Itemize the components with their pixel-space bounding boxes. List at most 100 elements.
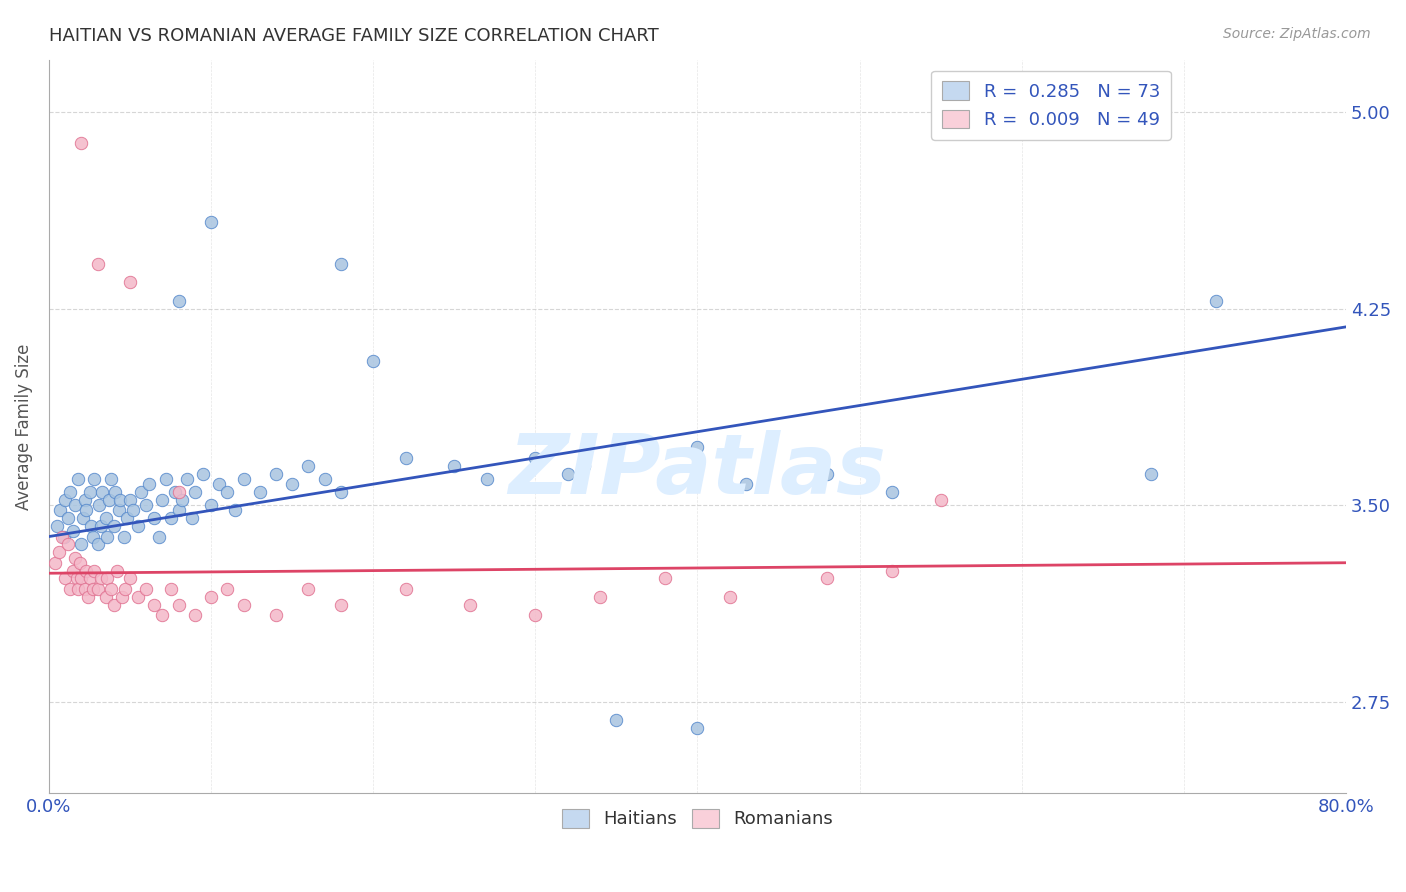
- Point: [524, 450, 547, 465]
- Point: [131, 485, 153, 500]
- Point: [59, 485, 82, 500]
- Point: [329, 485, 352, 500]
- Text: Source: ZipAtlas.com: Source: ZipAtlas.com: [1223, 27, 1371, 41]
- Point: [572, 458, 595, 473]
- Point: [138, 477, 160, 491]
- Point: [200, 215, 222, 229]
- Point: [73, 492, 96, 507]
- Point: [53, 572, 76, 586]
- Point: [83, 472, 105, 486]
- Point: [48, 545, 70, 559]
- Point: [97, 492, 120, 507]
- Y-axis label: Average Family Size: Average Family Size: [15, 343, 32, 509]
- Point: [929, 492, 952, 507]
- Point: [152, 608, 174, 623]
- Point: [67, 472, 90, 486]
- Point: [208, 477, 231, 491]
- Point: [167, 293, 190, 308]
- Point: [184, 485, 207, 500]
- Point: [159, 582, 181, 596]
- Point: [159, 511, 181, 525]
- Text: HAITIAN VS ROMANIAN AVERAGE FAMILY SIZE CORRELATION CHART: HAITIAN VS ROMANIAN AVERAGE FAMILY SIZE …: [49, 27, 659, 45]
- Point: [79, 572, 101, 586]
- Point: [167, 503, 190, 517]
- Point: [815, 572, 838, 586]
- Point: [264, 467, 287, 481]
- Point: [77, 590, 100, 604]
- Point: [155, 472, 177, 486]
- Point: [165, 485, 187, 500]
- Point: [605, 458, 627, 473]
- Point: [1205, 293, 1227, 308]
- Point: [83, 564, 105, 578]
- Point: [96, 572, 118, 586]
- Point: [100, 582, 122, 596]
- Point: [735, 477, 758, 491]
- Point: [143, 511, 166, 525]
- Point: [100, 472, 122, 486]
- Point: [329, 257, 352, 271]
- Point: [880, 485, 903, 500]
- Text: ZIPatlas: ZIPatlas: [509, 430, 886, 511]
- Point: [51, 529, 73, 543]
- Point: [94, 590, 117, 604]
- Point: [75, 503, 97, 517]
- Point: [180, 511, 202, 525]
- Point: [217, 485, 239, 500]
- Point: [589, 590, 612, 604]
- Point: [104, 485, 127, 500]
- Point: [686, 721, 709, 735]
- Point: [686, 441, 709, 455]
- Point: [103, 519, 125, 533]
- Point: [135, 582, 157, 596]
- Point: [72, 511, 94, 525]
- Point: [70, 572, 93, 586]
- Point: [191, 467, 214, 481]
- Point: [167, 598, 190, 612]
- Point: [62, 564, 84, 578]
- Point: [70, 537, 93, 551]
- Point: [90, 519, 112, 533]
- Point: [281, 477, 304, 491]
- Point: [718, 590, 741, 604]
- Point: [69, 556, 91, 570]
- Point: [176, 472, 198, 486]
- Point: [232, 472, 254, 486]
- Point: [103, 598, 125, 612]
- Point: [70, 136, 93, 151]
- Point: [79, 485, 101, 500]
- Point: [112, 529, 135, 543]
- Point: [143, 598, 166, 612]
- Point: [394, 582, 416, 596]
- Point: [52, 529, 75, 543]
- Point: [232, 598, 254, 612]
- Point: [654, 572, 676, 586]
- Point: [170, 492, 193, 507]
- Point: [82, 582, 104, 596]
- Point: [114, 582, 136, 596]
- Point: [67, 582, 90, 596]
- Point: [127, 519, 149, 533]
- Point: [264, 608, 287, 623]
- Point: [49, 503, 72, 517]
- Point: [107, 503, 129, 517]
- Point: [297, 582, 319, 596]
- Point: [65, 572, 87, 586]
- Point: [59, 582, 82, 596]
- Point: [111, 590, 134, 604]
- Point: [329, 598, 352, 612]
- Point: [224, 503, 246, 517]
- Point: [152, 492, 174, 507]
- Point: [96, 529, 118, 543]
- Point: [58, 537, 80, 551]
- Point: [86, 257, 108, 271]
- Legend: Haitians, Romanians: Haitians, Romanians: [555, 802, 841, 836]
- Point: [200, 590, 222, 604]
- Point: [148, 529, 170, 543]
- Point: [297, 458, 319, 473]
- Point: [53, 492, 76, 507]
- Point: [63, 498, 86, 512]
- Point: [361, 354, 384, 368]
- Point: [118, 276, 141, 290]
- Point: [46, 519, 69, 533]
